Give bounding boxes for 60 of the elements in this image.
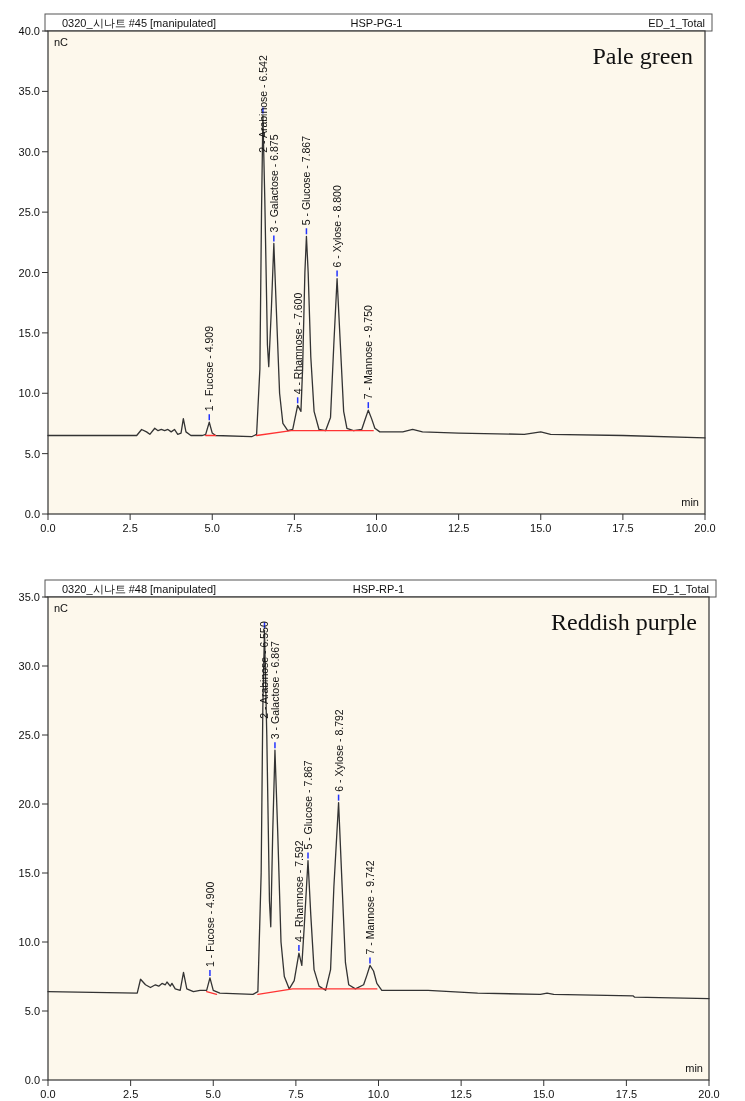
annotation: 3 - Galactose - 6.867 xyxy=(268,640,281,740)
x-tick-label: 7.5 xyxy=(286,522,303,534)
y-tick-label: 20.0 xyxy=(18,266,40,279)
x-tick-label: 7.5 xyxy=(288,1088,304,1100)
annotation: 7 - Mannose - 9.750 xyxy=(362,305,375,400)
x-tick-label: 2.5 xyxy=(122,522,138,534)
x-tick-label: 12.5 xyxy=(447,522,470,534)
y-tick-label: 15.0 xyxy=(18,326,40,339)
annotation: 4 - Rhamnose - 7.592 xyxy=(292,840,305,943)
y-tick-label: 5.0 xyxy=(24,1005,40,1017)
annotation: 1 - Fucose - 4.900 xyxy=(203,881,216,967)
x-tick-label: 17.5 xyxy=(615,1088,638,1100)
y-tick-label: 40.0 xyxy=(18,25,40,37)
x-tick-label: 17.5 xyxy=(612,522,634,534)
text: 0320_시나트 #48 [manipulated] xyxy=(62,583,217,595)
y-tick-label: 10.0 xyxy=(18,387,40,400)
y-tick-label: 0.0 xyxy=(24,1074,40,1086)
annotation: Pale green xyxy=(592,43,693,69)
y-tick-label: 5.0 xyxy=(24,447,40,460)
annotation: 7 - Mannose - 9.742 xyxy=(363,860,376,955)
x-tick-label: 5.0 xyxy=(204,522,220,534)
y-tick-label: 30.0 xyxy=(18,145,40,158)
y-tick-label: 25.0 xyxy=(18,729,40,741)
y-tick-label: 35.0 xyxy=(18,85,40,98)
annotation: 3 - Galactose - 6.875 xyxy=(267,134,280,233)
x-tick-label: 15.0 xyxy=(530,522,552,534)
y-tick-label: 25.0 xyxy=(18,206,40,219)
annotation: Reddish purple xyxy=(551,609,697,635)
x-tick-label: 10.0 xyxy=(367,1088,390,1100)
x-tick-label: 2.5 xyxy=(122,1088,139,1100)
x-tick-label: 20.0 xyxy=(694,522,716,534)
x-tick-label: 12.5 xyxy=(450,1088,472,1100)
y-tick-label: 0.0 xyxy=(24,508,40,520)
x-axis-title: min xyxy=(685,1062,703,1074)
x-tick-label: 10.0 xyxy=(365,522,388,534)
x-tick-label: 5.0 xyxy=(205,1088,221,1100)
y-axis-title: nC xyxy=(54,602,69,614)
annotation: 5 - Glucose - 7.867 xyxy=(300,135,313,226)
annotation: 1 - Fucose - 4.909 xyxy=(203,325,216,412)
text: 0320_시나트 #45 [manipulated] xyxy=(62,17,217,29)
x-tick-label: 0.0 xyxy=(40,1088,56,1100)
annotation: 6 - Xylose - 8.792 xyxy=(332,709,345,792)
chart-title: HSP-RP-1 xyxy=(352,583,405,595)
y-tick-label: 20.0 xyxy=(18,798,40,810)
annotation: 5 - Glucose - 7.867 xyxy=(302,760,314,850)
annotation: 4 - Rhamnose - 7.600 xyxy=(291,292,304,395)
y-tick-label: 30.0 xyxy=(18,660,40,672)
y-tick-label: 35.0 xyxy=(18,591,40,603)
x-tick-label: 20.0 xyxy=(698,1088,720,1100)
text: ED_1_Total xyxy=(648,17,705,29)
x-tick-label: 15.0 xyxy=(533,1088,555,1100)
annotation: 2 - Arabinose - 6.542 xyxy=(256,55,269,153)
y-axis-title: nC xyxy=(54,36,69,48)
y-tick-label: 15.0 xyxy=(18,867,40,879)
chart-title: HSP-PG-1 xyxy=(350,17,403,29)
annotation: 6 - Xylose - 8.800 xyxy=(331,185,344,268)
x-axis-title: min xyxy=(681,496,699,508)
x-tick-label: 0.0 xyxy=(40,522,56,534)
text: ED_1_Total xyxy=(652,583,709,595)
y-tick-label: 10.0 xyxy=(18,936,40,948)
